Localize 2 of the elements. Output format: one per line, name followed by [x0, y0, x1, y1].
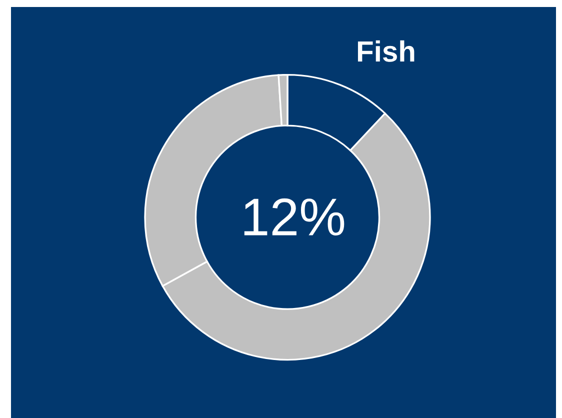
text: 12% [244, 198, 344, 236]
chart-title: Fish [358, 40, 414, 62]
